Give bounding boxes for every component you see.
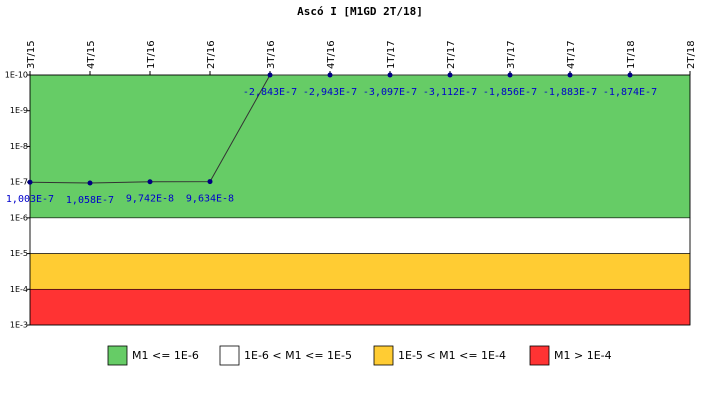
y-tick-label: 1E-7 [10,178,28,187]
legend-swatch [373,345,394,366]
y-tick-label: 1E-9 [10,106,28,115]
x-tick-label: 2T/16 [206,40,217,69]
value-label: -3,097E-7 [363,87,417,98]
x-tick-label: 3T/16 [266,40,277,69]
point [87,180,93,186]
y-tick-label: 1E-4 [10,285,28,294]
point [447,72,453,78]
x-tick-label: 2T/17 [446,40,457,69]
y-tick-label: 1E-5 [10,249,28,258]
band [29,253,691,290]
value-label: 1,058E-7 [66,195,114,206]
x-tick-label: 3T/15 [26,40,37,69]
x-tick-label: 4T/15 [86,40,97,69]
point [387,72,393,78]
point [27,179,33,185]
value-label: 1,003E-7 [6,194,54,205]
point [507,72,513,78]
x-tick-label: 2T/18 [686,40,697,69]
x-tick-label: 4T/16 [326,40,337,69]
band [29,74,691,219]
chart-title: Ascó I [M1GD 2T/18] [297,5,423,18]
value-label: -1,883E-7 [543,87,597,98]
legend-swatch [107,345,128,366]
legend-swatch [529,345,550,366]
x-tick-label: 1T/17 [386,40,397,69]
value-label: -1,856E-7 [483,87,537,98]
legend-label: M1 <= 1E-6 [132,349,199,362]
band [29,288,691,326]
legend-label: 1E-6 < M1 <= 1E-5 [244,349,352,362]
value-label: -1,874E-7 [603,87,657,98]
x-tick-label: 1T/16 [146,40,157,69]
x-tick-label: 1T/18 [626,40,637,69]
value-label: -2,843E-7 [243,87,297,98]
legend-swatch [219,345,240,366]
x-tick-label: 4T/17 [566,40,577,69]
point [627,72,633,78]
band [29,217,691,254]
point [327,72,333,78]
value-label: -2,943E-7 [303,87,357,98]
point [567,72,573,78]
value-label: 9,634E-8 [186,194,234,205]
x-tick-label: 3T/17 [506,40,517,69]
y-tick-label: 1E-8 [10,142,28,151]
legend-label: M1 > 1E-4 [554,349,612,362]
point [267,72,273,78]
y-tick-label: 1E-6 [10,213,28,222]
value-label: -3,112E-7 [423,87,477,98]
value-label: 9,742E-8 [126,194,174,205]
point [147,179,153,185]
y-tick-label: 1E-3 [10,321,28,330]
legend-label: 1E-5 < M1 <= 1E-4 [398,349,506,362]
point [207,179,213,185]
y-tick-label: 1E-10 [5,71,28,80]
